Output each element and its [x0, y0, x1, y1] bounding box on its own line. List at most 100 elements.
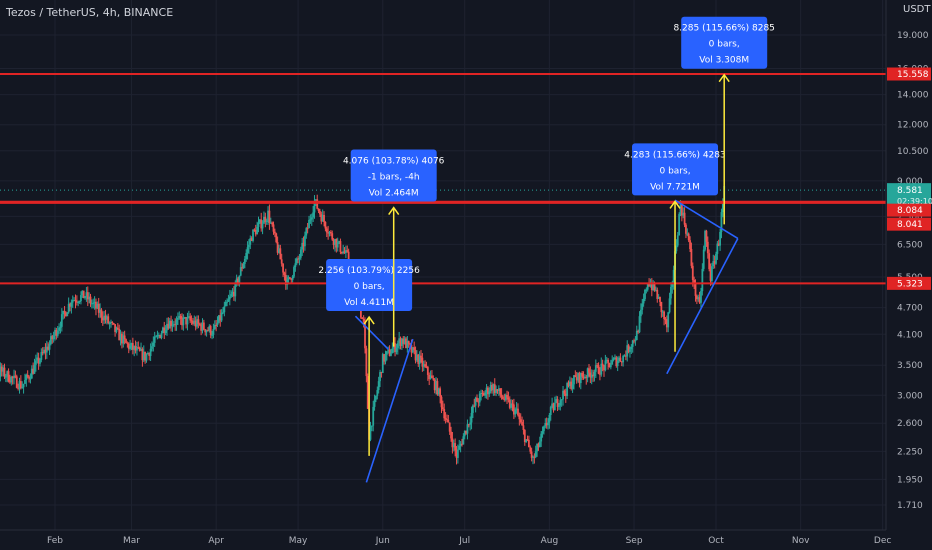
- candle-body: [336, 242, 339, 248]
- candle-body: [518, 415, 521, 420]
- bar-countdown: 02:39:10: [897, 197, 932, 206]
- candle-body: [686, 233, 689, 235]
- candle-body: [280, 259, 283, 264]
- measure-callout-box: [326, 259, 413, 312]
- trendline[interactable]: [354, 315, 389, 350]
- candle-body: [395, 347, 398, 353]
- candle-body: [624, 355, 627, 357]
- measure-callout-line: 4.076 (103.78%) 4076: [343, 157, 445, 167]
- candle-body: [151, 346, 153, 349]
- candle-body: [588, 368, 590, 373]
- candle-body: [523, 429, 526, 443]
- measure-callout[interactable]: 2.256 (103.79%) 2256 0 bars, Vol 4.411M: [318, 259, 420, 312]
- candle-body: [159, 335, 162, 338]
- candle-body: [605, 359, 608, 361]
- candle-body: [290, 278, 293, 280]
- trendline[interactable]: [666, 238, 739, 375]
- candle-body: [370, 425, 373, 427]
- candle-body: [56, 330, 59, 336]
- candle-body: [675, 245, 678, 252]
- level-price-tag: 5.323: [897, 279, 923, 289]
- candle-body: [671, 282, 674, 287]
- candle-body: [663, 311, 666, 320]
- candle-body: [242, 263, 245, 269]
- time-tick-label: Jun: [375, 536, 390, 546]
- candle-body: [238, 275, 241, 283]
- candle-body: [615, 357, 618, 367]
- level-price-tag-bg: [887, 203, 931, 217]
- candle-body: [443, 409, 446, 419]
- time-tick-label: Sep: [626, 536, 643, 546]
- candle-body: [470, 412, 473, 423]
- horizontal-levels[interactable]: [0, 73, 886, 285]
- candle-body: [304, 235, 306, 247]
- candle-body: [433, 379, 436, 391]
- candle-body: [314, 199, 317, 201]
- candle-body: [209, 326, 212, 336]
- candle-body: [410, 344, 413, 353]
- time-tick-label: Oct: [708, 536, 724, 546]
- candle-body: [381, 354, 384, 373]
- candle-body: [721, 200, 724, 213]
- candle-body: [626, 345, 629, 357]
- candle-body: [413, 347, 416, 350]
- candle-body: [234, 282, 237, 297]
- candle-body: [385, 351, 388, 355]
- trendline[interactable]: [674, 199, 739, 240]
- measure-callout[interactable]: 4.076 (103.78%) 4076 -1 bars, -4h Vol 2.46…: [343, 149, 445, 202]
- candle-body: [313, 200, 316, 213]
- candle-body: [644, 289, 646, 300]
- candle-body: [629, 349, 631, 352]
- candle-body: [63, 310, 66, 313]
- candle-body: [441, 407, 444, 410]
- price-axis[interactable]: [886, 0, 932, 530]
- candle-body: [332, 239, 335, 245]
- candle-body: [573, 375, 575, 385]
- candle-body: [400, 338, 403, 346]
- candle-body: [344, 250, 347, 254]
- candle-body: [224, 301, 227, 307]
- candle-body: [656, 289, 659, 299]
- measure-callout[interactable]: 8.285 (115.66%) 8285 0 bars, Vol 3.308M: [673, 16, 775, 69]
- candle-body: [84, 296, 86, 299]
- candle-body: [3, 367, 6, 377]
- level-price-tag: 8.084: [897, 206, 923, 216]
- candle-body: [646, 283, 649, 290]
- candle-body: [111, 321, 114, 323]
- candle-body: [6, 371, 9, 377]
- candle-body: [579, 373, 582, 384]
- candle-body: [530, 451, 533, 458]
- candle-body: [399, 338, 402, 346]
- candle-body: [190, 320, 193, 322]
- price-range-measurements[interactable]: 2.256 (103.79%) 2256 0 bars, Vol 4.411M 4.0…: [318, 16, 775, 456]
- candle-body: [488, 391, 491, 395]
- measure-callout-line: 0 bars,: [659, 166, 690, 176]
- candle-body: [166, 323, 168, 331]
- time-axis[interactable]: [0, 530, 932, 550]
- candle-body: [335, 239, 338, 248]
- time-tick-label: Aug: [541, 536, 559, 546]
- candle-body: [286, 279, 289, 285]
- candle-body: [366, 376, 369, 409]
- measure-callout[interactable]: 4.283 (115.66%) 4283 0 bars, Vol 7.721M: [624, 143, 726, 196]
- candle-body: [436, 381, 439, 395]
- price-tick-label: 4.100: [897, 330, 923, 340]
- candle-body: [585, 376, 588, 378]
- triangle-patterns[interactable]: [354, 199, 739, 483]
- candle-body: [32, 368, 35, 374]
- trendline[interactable]: [365, 338, 414, 483]
- candle-body: [376, 390, 379, 396]
- candle-body: [709, 269, 712, 281]
- candle-body: [208, 326, 211, 331]
- candle-body: [246, 247, 249, 253]
- candle-body: [99, 309, 101, 313]
- candle-body: [127, 343, 130, 349]
- candle-body: [60, 314, 63, 327]
- candle-body: [302, 242, 305, 247]
- candle-body: [0, 366, 2, 377]
- candle-body: [642, 299, 645, 304]
- candle-body: [668, 298, 671, 313]
- candle-body: [36, 357, 39, 361]
